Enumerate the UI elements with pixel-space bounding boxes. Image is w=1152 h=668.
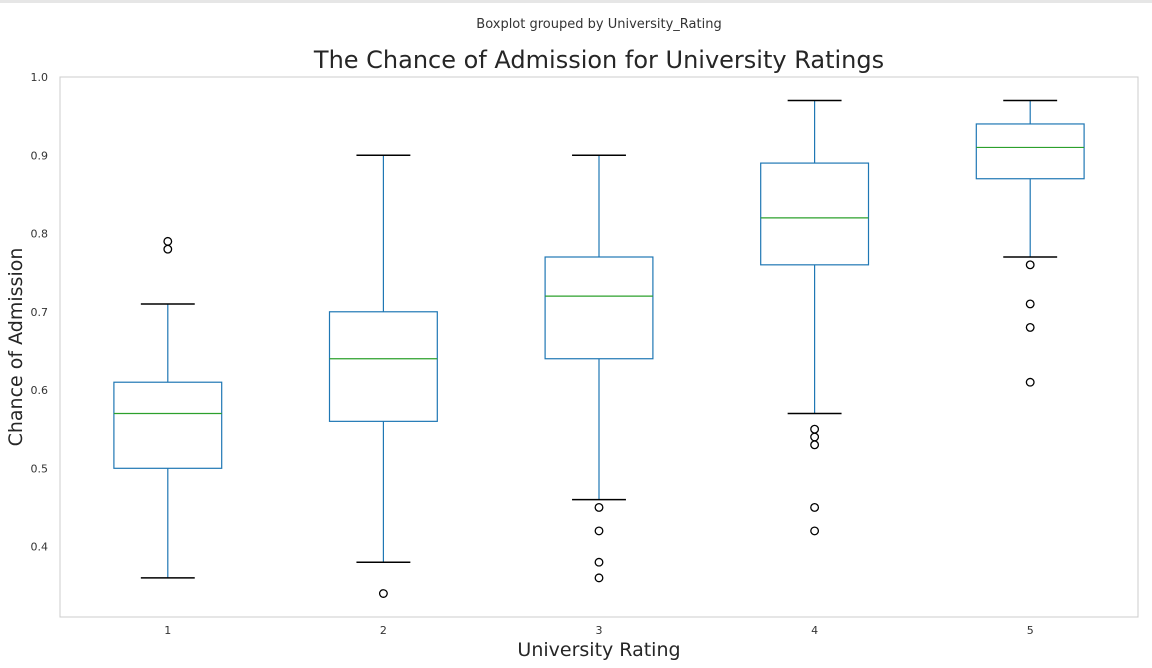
outlier-point [1025, 322, 1035, 332]
iqr-box [544, 256, 654, 360]
boxes-layer [113, 99, 1085, 598]
y-tick-label: 0.4 [31, 541, 49, 554]
outlier-point [378, 589, 388, 598]
x-tick-label: 4 [811, 624, 818, 637]
outlier-point [810, 432, 820, 442]
y-tick-label: 0.6 [31, 384, 49, 397]
x-tick-label: 2 [380, 624, 387, 637]
y-tick-label: 0.7 [31, 306, 49, 319]
y-tick-label: 0.5 [31, 462, 49, 475]
top-divider [0, 0, 1152, 3]
box-group-4 [760, 99, 870, 536]
outlier-point [594, 573, 604, 583]
outlier-point [594, 526, 604, 536]
x-ticks: 1 2 3 4 5 [164, 624, 1033, 637]
outlier-point [810, 526, 820, 536]
box-group-5 [975, 99, 1085, 387]
y-ticks: 0.4 0.5 0.6 0.7 0.8 0.9 1.0 [31, 71, 49, 554]
outlier-point [163, 236, 173, 246]
iqr-box [328, 311, 438, 422]
x-axis-label: University Rating [517, 639, 680, 661]
y-tick-label: 0.9 [31, 149, 49, 162]
plot-frame [59, 76, 1139, 618]
x-tick-label: 1 [164, 624, 171, 637]
y-tick-label: 1.0 [31, 71, 49, 84]
box-group-3 [544, 154, 654, 583]
y-tick-label: 0.8 [31, 228, 49, 241]
box-group-2 [328, 154, 438, 598]
x-tick-label: 5 [1027, 624, 1034, 637]
outlier-point [1025, 260, 1035, 270]
outlier-point [810, 440, 820, 450]
box-group-1 [113, 236, 223, 579]
outlier-point [1025, 377, 1035, 387]
chart-suptitle: Boxplot grouped by University_Rating [476, 17, 721, 32]
x-tick-label: 3 [596, 624, 603, 637]
outlier-point [810, 502, 820, 512]
outlier-point [594, 557, 604, 567]
outlier-point [163, 244, 173, 254]
iqr-box [113, 381, 223, 469]
iqr-box [760, 162, 870, 266]
chart-title: The Chance of Admission for University R… [313, 46, 884, 74]
outlier-point [594, 502, 604, 512]
outlier-point [810, 424, 820, 434]
outlier-point [1025, 299, 1035, 309]
y-axis-label: Chance of Admission [5, 248, 27, 447]
iqr-box [975, 123, 1085, 180]
